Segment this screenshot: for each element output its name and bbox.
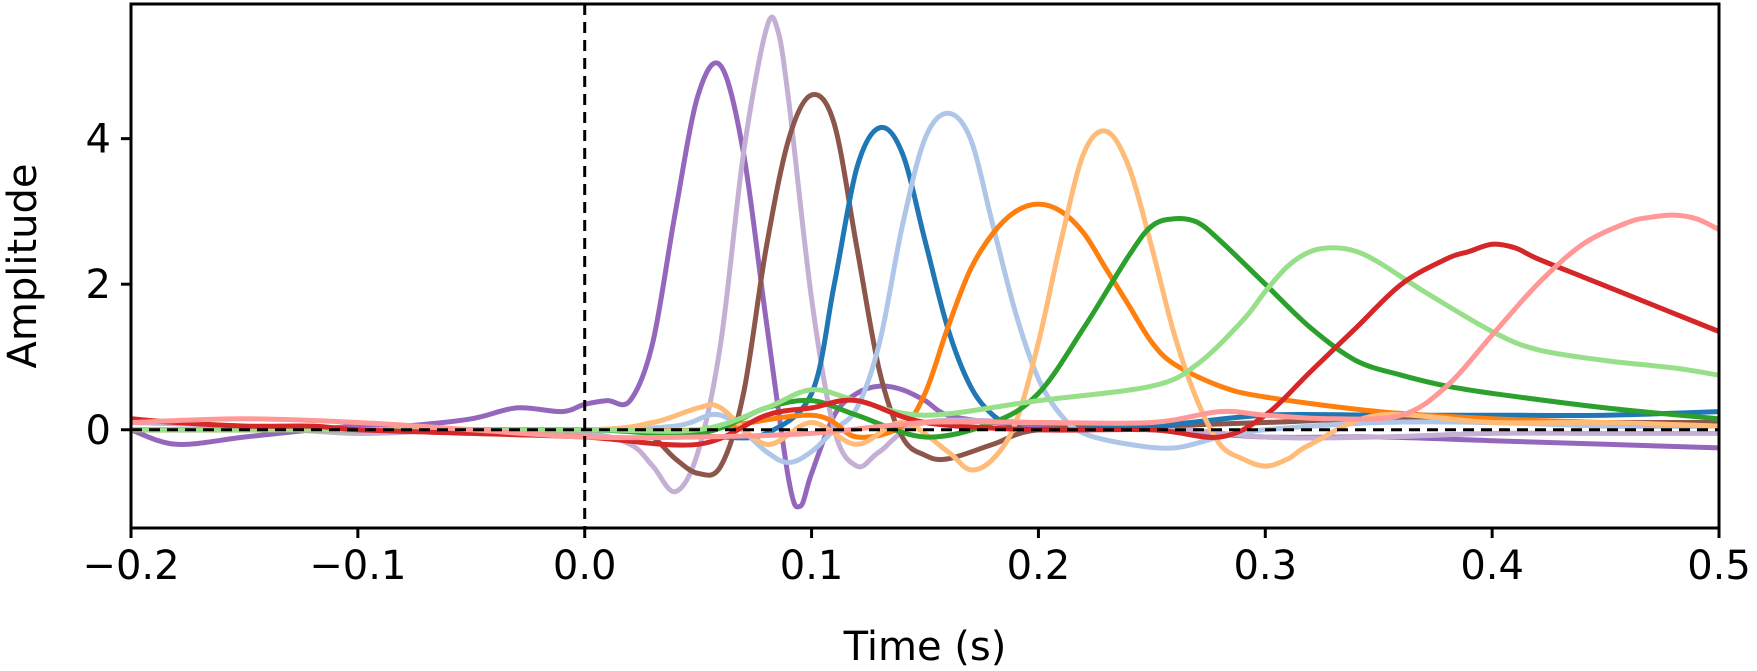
reference-lines bbox=[131, 4, 1719, 528]
series-line-peak-0.233 bbox=[131, 128, 1719, 473]
x-tick-label: −0.1 bbox=[309, 543, 406, 589]
x-axis-label: Time (s) bbox=[843, 624, 1007, 670]
x-tick-label: 0.5 bbox=[1687, 543, 1751, 589]
y-tick-label: 4 bbox=[86, 117, 111, 163]
series-line-peak-0.082 bbox=[131, 14, 1719, 495]
axis-ticks: −0.2 −0.1 0.0 0.1 0.2 0.3 0.4 0.5 0 2 4 bbox=[82, 117, 1750, 589]
x-tick-label: −0.2 bbox=[82, 543, 179, 589]
series-line-peak-0.262 bbox=[131, 216, 1719, 440]
x-tick-label: 0.4 bbox=[1460, 543, 1524, 589]
x-tick-label: 0.0 bbox=[553, 543, 617, 589]
y-tick-label: 0 bbox=[86, 408, 111, 454]
x-tick-label: 0.1 bbox=[780, 543, 844, 589]
y-tick-label: 2 bbox=[86, 262, 111, 308]
x-tick-label: 0.3 bbox=[1233, 543, 1297, 589]
x-tick-label: 0.2 bbox=[1007, 543, 1071, 589]
plot-frame bbox=[129, 2, 1721, 530]
series-line-peak-0.332 bbox=[131, 245, 1719, 434]
y-axis-label: Amplitude bbox=[0, 164, 46, 369]
